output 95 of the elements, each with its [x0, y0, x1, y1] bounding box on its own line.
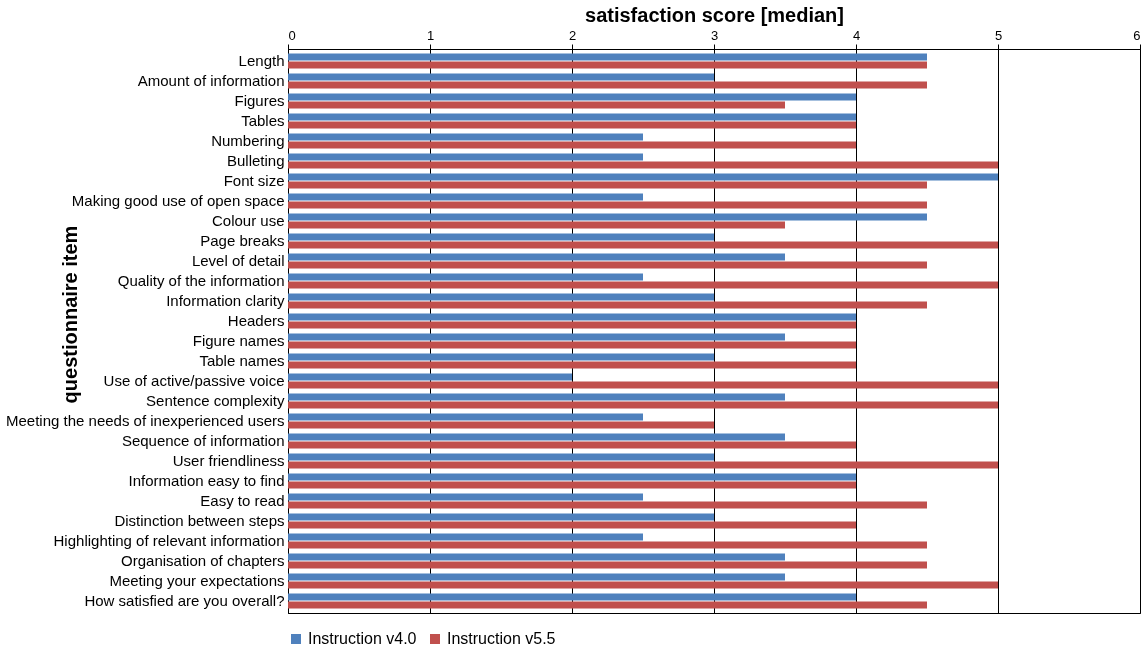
bar — [288, 461, 998, 469]
bar — [288, 601, 927, 609]
bar — [288, 241, 998, 249]
bar — [288, 273, 643, 281]
y-tick-label: Meeting your expectations — [109, 572, 285, 589]
bar — [288, 541, 927, 549]
bar — [288, 493, 643, 501]
bar — [288, 533, 643, 541]
bar — [288, 373, 572, 381]
bar — [288, 121, 856, 129]
bar — [288, 561, 927, 569]
bar — [288, 233, 714, 241]
y-tick-label: Highlighting of relevant information — [53, 532, 285, 549]
y-tick-label: Font size — [223, 172, 285, 189]
bar — [288, 161, 998, 169]
x-tick-label: 1 — [426, 27, 435, 43]
bar — [288, 521, 856, 529]
y-tick-label: Length — [238, 52, 285, 69]
y-tick-label: Organisation of chapters — [121, 552, 285, 569]
bar — [288, 193, 643, 201]
bar — [288, 553, 785, 561]
bar — [288, 53, 927, 61]
bar — [288, 361, 856, 369]
y-tick-label: Figures — [234, 92, 285, 109]
y-tick-label: Headers — [227, 312, 285, 329]
bar — [288, 281, 998, 289]
bar — [288, 501, 927, 509]
x-tick-label: 6 — [1133, 27, 1141, 43]
y-tick-label: Table names — [199, 352, 285, 369]
y-tick-label: Tables — [241, 112, 285, 129]
bar — [288, 313, 856, 321]
y-tick-label: Colour use — [211, 212, 285, 229]
bar — [288, 401, 998, 409]
y-tick-label: Quality of the information — [117, 272, 285, 289]
bar — [288, 433, 785, 441]
bar — [288, 181, 927, 189]
bar — [288, 441, 856, 449]
y-tick-label: Sequence of information — [121, 432, 285, 449]
bar — [288, 593, 856, 601]
bar — [288, 301, 927, 309]
bar — [288, 393, 785, 401]
bar — [288, 61, 927, 69]
bar — [288, 293, 714, 301]
y-tick-label: Making good use of open space — [71, 192, 285, 209]
bar — [288, 513, 714, 521]
y-tick-label: Distinction between steps — [114, 512, 285, 529]
bar — [288, 133, 643, 141]
y-tick-label: Page breaks — [200, 232, 285, 249]
bar — [288, 261, 927, 269]
legend-label: Instruction v5.5 — [447, 630, 556, 647]
x-tick-label: 4 — [852, 27, 861, 43]
y-tick-label: Sentence complexity — [146, 392, 285, 409]
x-tick-label: 5 — [994, 27, 1003, 43]
bar — [288, 221, 785, 229]
bar — [288, 141, 856, 149]
y-tick-label: Information clarity — [166, 292, 285, 309]
bar — [288, 73, 714, 81]
y-tick-label: Figure names — [192, 332, 285, 349]
bar — [288, 321, 856, 329]
x-tick-label: 2 — [568, 27, 577, 43]
y-axis-title: questionnaire item — [58, 225, 81, 404]
bar — [288, 333, 785, 341]
bar — [288, 573, 785, 581]
bar — [288, 481, 856, 489]
y-tick-label: Bulleting — [226, 152, 285, 169]
x-axis-title: satisfaction score [median] — [585, 3, 844, 26]
bar — [288, 81, 927, 89]
y-tick-label: Level of detail — [191, 252, 285, 269]
bar — [288, 113, 856, 121]
bar — [288, 353, 714, 361]
bar — [288, 421, 714, 429]
bar — [288, 93, 856, 101]
bar — [288, 453, 714, 461]
bar — [288, 341, 856, 349]
bar — [288, 581, 998, 589]
bar — [288, 101, 785, 109]
y-tick-label: Use of active/passive voice — [103, 372, 285, 389]
y-tick-label: Information easy to find — [128, 472, 285, 489]
bar — [288, 213, 927, 221]
bar — [288, 253, 785, 261]
y-tick-label: Meeting the needs of inexperienced users — [5, 412, 285, 429]
bar — [288, 173, 998, 181]
bar — [288, 381, 998, 389]
bar — [288, 153, 643, 161]
y-tick-label: How satisfied are you overall? — [84, 592, 285, 609]
legend-label: Instruction v4.0 — [308, 630, 417, 647]
y-tick-label: Easy to read — [200, 492, 285, 509]
bar — [288, 473, 856, 481]
y-tick-label: Amount of information — [137, 72, 285, 89]
x-tick-label: 3 — [710, 27, 719, 43]
y-tick-label: User friendliness — [172, 452, 285, 469]
bar — [288, 413, 643, 421]
x-tick-label: 0 — [288, 27, 296, 43]
bar — [288, 201, 927, 209]
y-tick-label: Numbering — [211, 132, 285, 149]
